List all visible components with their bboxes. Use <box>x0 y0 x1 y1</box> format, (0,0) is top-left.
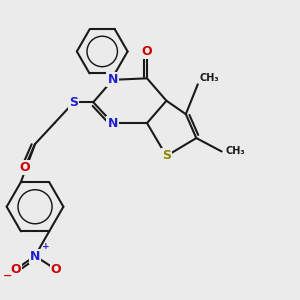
Text: O: O <box>19 161 30 174</box>
Text: N: N <box>107 117 118 130</box>
Text: O: O <box>51 263 61 276</box>
Text: S: S <box>69 96 78 109</box>
Text: CH₃: CH₃ <box>199 73 219 83</box>
Text: O: O <box>10 263 21 276</box>
Text: O: O <box>142 45 152 58</box>
Text: N: N <box>107 73 118 86</box>
Text: CH₃: CH₃ <box>225 146 245 157</box>
Text: −: − <box>3 271 12 281</box>
Text: S: S <box>162 149 171 163</box>
Text: N: N <box>30 250 40 262</box>
Text: +: + <box>42 242 49 250</box>
